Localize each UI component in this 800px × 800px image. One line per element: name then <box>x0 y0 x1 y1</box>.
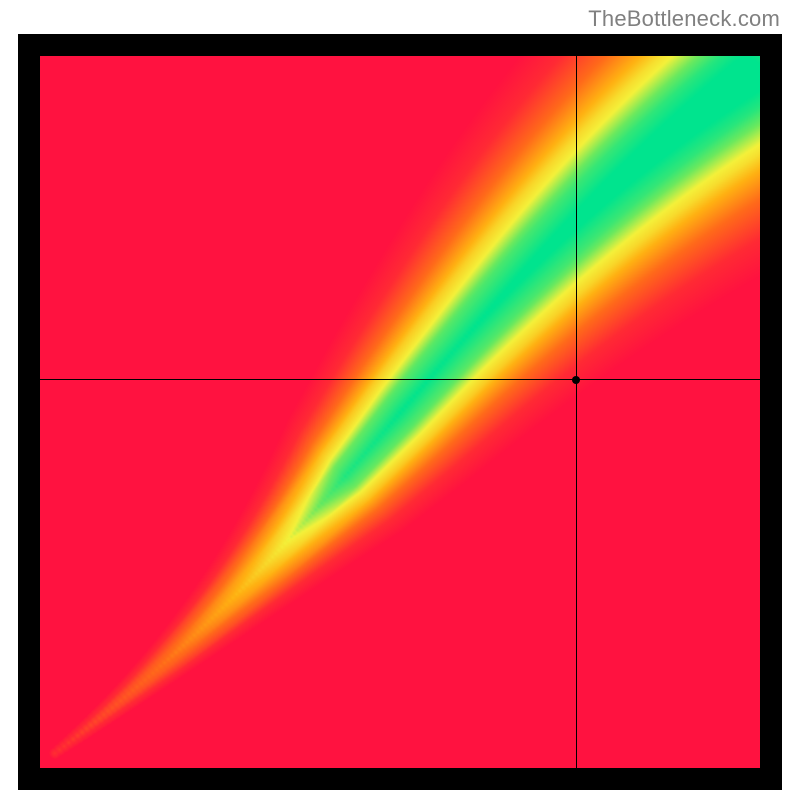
crosshair-dot <box>572 376 580 384</box>
figure-root: TheBottleneck.com <box>0 0 800 800</box>
crosshair-horizontal <box>40 379 760 380</box>
watermark-text: TheBottleneck.com <box>588 6 780 32</box>
heatmap-canvas <box>40 56 760 768</box>
plot-frame <box>18 34 782 790</box>
plot-area <box>40 56 760 768</box>
crosshair-vertical <box>576 56 577 768</box>
